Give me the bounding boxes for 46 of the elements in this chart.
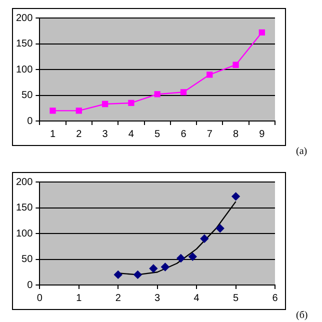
point: [200, 234, 209, 243]
point: [180, 89, 187, 96]
y-tick-label: 150: [16, 202, 34, 214]
point: [114, 270, 122, 279]
x-tick-label: 0: [36, 292, 43, 304]
point: [258, 29, 265, 36]
point: [176, 254, 185, 262]
x-tick-label: 2: [115, 292, 122, 304]
text: (б): [296, 310, 308, 321]
y-tick-label: 100: [16, 64, 34, 76]
x-tick-label: 4: [128, 128, 134, 140]
point: [154, 91, 160, 98]
y-tick-label: 0: [27, 280, 34, 291]
x-tick-label: 6: [180, 128, 187, 140]
x-tick-label: 9: [259, 128, 266, 140]
point: [76, 108, 82, 114]
x-tick-label: 5: [233, 292, 239, 304]
point: [161, 262, 170, 272]
point: [232, 192, 240, 201]
point: [188, 252, 197, 261]
point: [232, 62, 239, 68]
y-tick-label: 100: [16, 228, 34, 240]
y-tick-label: 150: [16, 38, 34, 50]
y-tick-label: 50: [22, 254, 34, 265]
x-tick-label: 1: [76, 292, 82, 304]
point: [149, 264, 158, 273]
point: [206, 72, 213, 78]
x-tick-label: 6: [272, 292, 278, 304]
point: [102, 100, 108, 108]
x-tick-label: 8: [233, 128, 239, 140]
y-tick-label: 50: [22, 90, 34, 101]
x-tick-label: 3: [154, 292, 161, 304]
x-tick-label: 2: [76, 128, 82, 140]
y-tick-label: 0: [27, 116, 34, 127]
x-tick-label: 5: [154, 128, 161, 140]
point: [50, 108, 56, 114]
x-tick-label: 7: [206, 128, 213, 140]
y-tick-label: 200: [16, 176, 34, 188]
x-tick-label: 4: [194, 292, 200, 304]
point: [134, 270, 142, 279]
x-tick-label: 1: [50, 128, 56, 140]
y-tick-label: 200: [16, 12, 34, 24]
point: [216, 224, 224, 232]
x-tick-label: 3: [102, 128, 108, 140]
text: (a): [296, 146, 308, 157]
point: [128, 100, 134, 106]
